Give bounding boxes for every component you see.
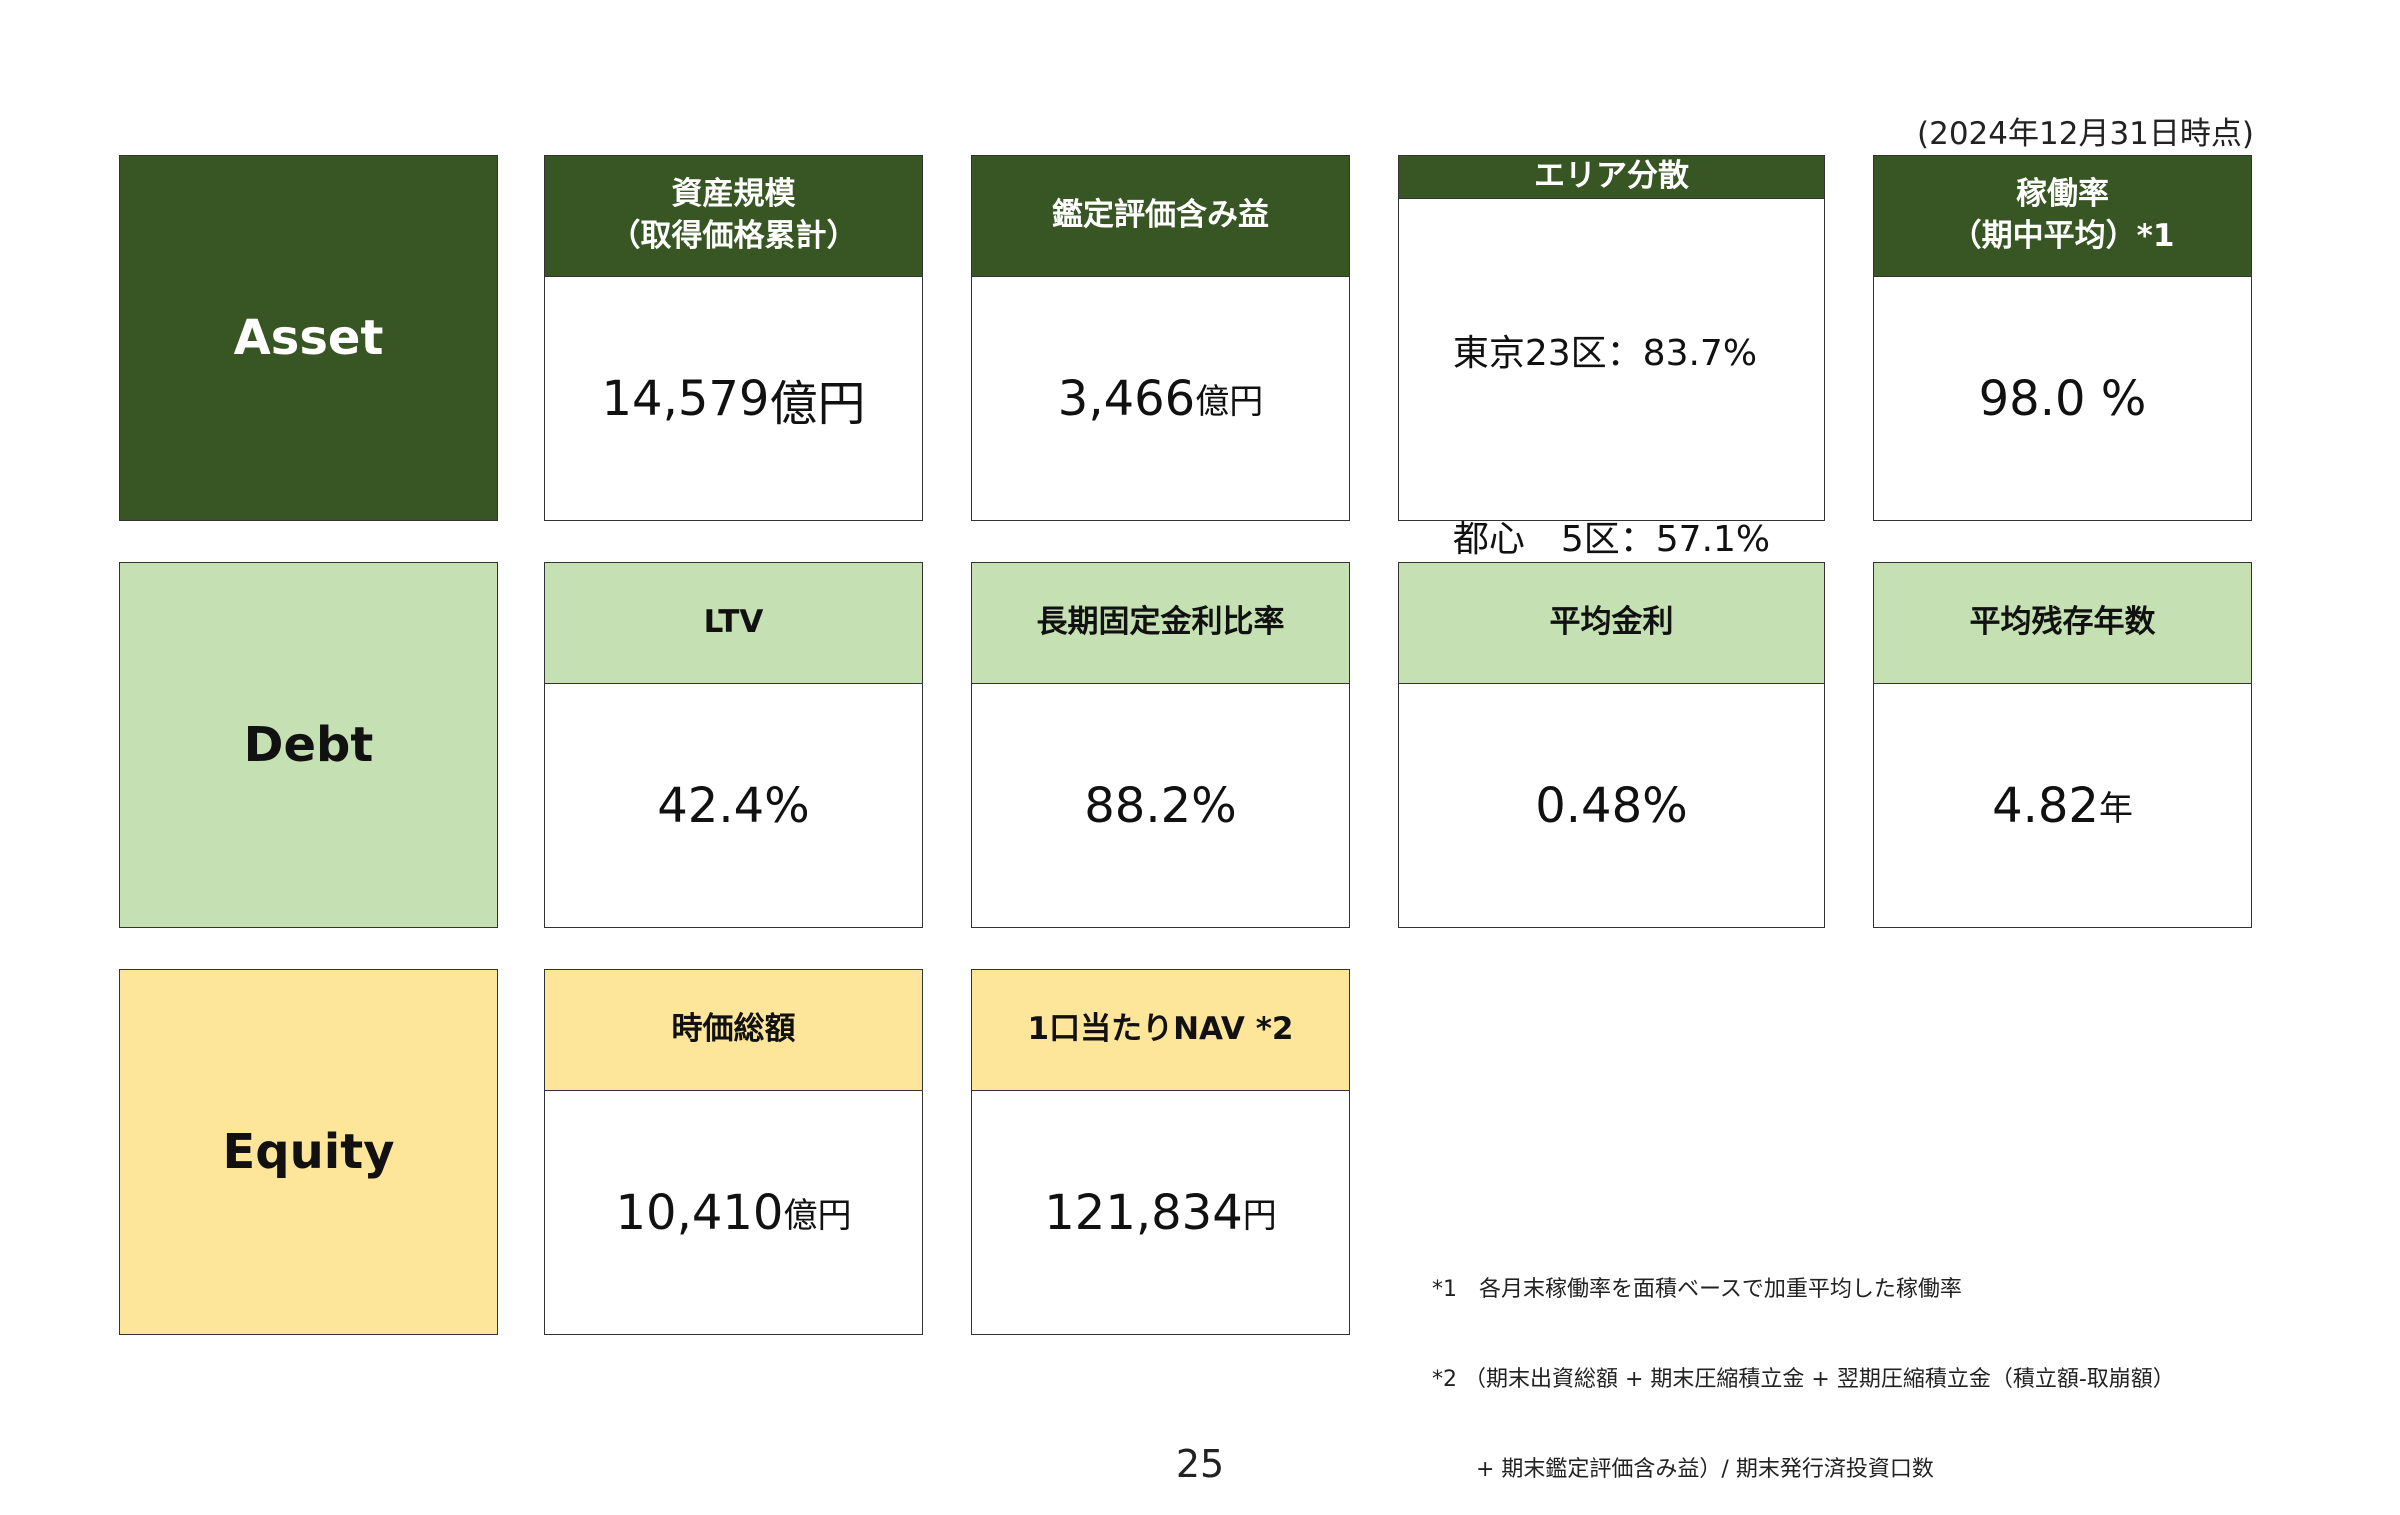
card-header: 資産規模 （取得価格累計） [545,156,922,277]
card-value: 3,466 億円 [972,277,1349,520]
card-value: 42.4% [545,684,922,927]
footnote-2-continued: + 期末鑑定評価含み益）/ 期末発行済投資口数 [1432,1457,1934,1482]
card-occupancy: 稼働率 （期中平均）*1 98.0 % [1873,155,2252,521]
card-value: 10,410 億円 [545,1091,922,1334]
card-header: 時価総額 [545,970,922,1091]
card-header: 稼働率 （期中平均）*1 [1874,156,2251,277]
category-asset: Asset [119,155,498,521]
card-ltv: LTV 42.4% [544,562,923,928]
card-header: 平均金利 [1399,563,1824,684]
value-number: 4.82 [1992,777,2099,834]
card-header: 長期固定金利比率 [972,563,1349,684]
value-unit: 億円 [1195,382,1264,422]
card-header: 平均残存年数 [1874,563,2251,684]
card-value: 4.82 年 [1874,684,2251,927]
area-line-central5: 都心 5区：57.1% [1452,518,1771,560]
value-unit: 億円 [769,375,866,432]
card-value: 88.2% [972,684,1349,927]
value-number: 14,579 [601,370,770,427]
footnotes: *1 各月末稼働率を面積ベースで加重平均した稼働率 *2 （期末出資総額 + 期… [1432,1215,2175,1515]
value-number: 3,466 [1057,370,1196,427]
card-asset-size: 資産規模 （取得価格累計） 14,579 億円 [544,155,923,521]
card-value: 14,579 億円 [545,277,922,520]
card-value: 東京23区：83.7% 都心 5区：57.1% [1399,199,1824,695]
as-of-date-note: (2024年12月31日時点) [1917,116,2254,152]
card-header: 鑑定評価含み益 [972,156,1349,277]
card-value: 121,834 円 [972,1091,1349,1334]
card-value: 0.48% [1399,684,1824,927]
value-number: 10,410 [615,1184,784,1241]
value-unit: 年 [2098,789,2133,829]
value-unit: 億円 [783,1196,852,1236]
value-number: 0.48% [1535,777,1688,834]
card-fixed-rate-ratio: 長期固定金利比率 88.2% [971,562,1350,928]
card-value: 98.0 % [1874,277,2251,520]
category-equity: Equity [119,969,498,1335]
card-header: LTV [545,563,922,684]
value-number: 121,834 [1044,1184,1243,1241]
card-average-rate: 平均金利 0.48% [1398,562,1825,928]
page-number: 25 [1175,1442,1225,1486]
value-number: 42.4% [657,777,810,834]
card-unrealized-gain: 鑑定評価含み益 3,466 億円 [971,155,1350,521]
footnote-1: *1 各月末稼働率を面積ベースで加重平均した稼働率 [1432,1277,1962,1302]
value-number: 98.0 % [1978,370,2147,427]
card-header: エリア分散 [1399,156,1824,199]
card-area-diversification: エリア分散 東京23区：83.7% 都心 5区：57.1% [1398,155,1825,560]
value-unit: 円 [1242,1196,1277,1236]
category-debt: Debt [119,562,498,928]
footnote-2: *2 （期末出資総額 + 期末圧縮積立金 + 翌期圧縮積立金（積立額-取崩額） [1432,1367,2175,1392]
card-header: 1口当たりNAV *2 [972,970,1349,1091]
card-average-remaining-years: 平均残存年数 4.82 年 [1873,562,2252,928]
value-number: 88.2% [1084,777,1237,834]
card-market-cap: 時価総額 10,410 億円 [544,969,923,1335]
area-line-tokyo23: 東京23区：83.7% [1452,332,1758,374]
card-nav-per-unit: 1口当たりNAV *2 121,834 円 [971,969,1350,1335]
